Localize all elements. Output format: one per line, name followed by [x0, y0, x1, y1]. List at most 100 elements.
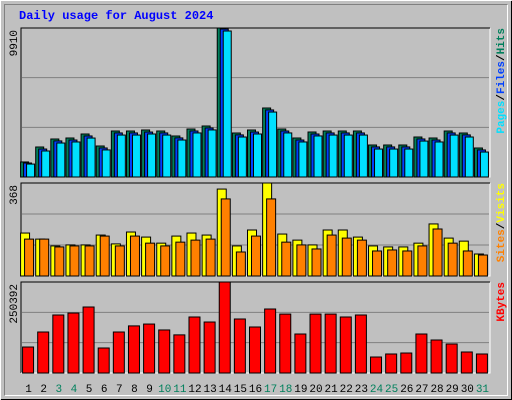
- x-tick-label: 19: [294, 384, 307, 396]
- x-tick-label: 25: [385, 384, 398, 396]
- bar: [190, 239, 201, 277]
- bar: [328, 134, 338, 178]
- bar: [235, 251, 246, 277]
- y-tick-label: 368: [9, 185, 21, 205]
- legend-entry: Hits: [496, 28, 508, 54]
- bar: [354, 314, 367, 374]
- bar: [268, 111, 278, 178]
- bar: [324, 313, 337, 374]
- bar: [188, 316, 201, 374]
- bar: [39, 238, 50, 277]
- bar: [372, 250, 383, 277]
- bar: [251, 235, 261, 277]
- legend: Pages/Files/Hits: [496, 28, 508, 134]
- bar: [279, 313, 292, 374]
- bar: [313, 135, 323, 178]
- bar: [417, 245, 428, 277]
- x-tick-label: 13: [204, 384, 217, 396]
- bar: [84, 245, 95, 277]
- bar: [158, 329, 171, 374]
- bar: [358, 134, 368, 178]
- x-tick-label: 2: [40, 384, 47, 396]
- bar: [400, 352, 413, 374]
- bar: [143, 323, 156, 374]
- bar: [266, 198, 277, 277]
- bar: [283, 132, 293, 178]
- bar: [173, 334, 186, 374]
- bar: [237, 136, 247, 178]
- bar: [129, 235, 140, 277]
- bar: [370, 356, 383, 374]
- bar: [116, 134, 126, 178]
- bar: [22, 346, 35, 374]
- bar: [404, 148, 414, 178]
- bar: [343, 134, 353, 178]
- bar: [71, 141, 81, 178]
- x-tick-label: 6: [101, 384, 108, 396]
- bar: [233, 318, 246, 374]
- x-tick-label: 16: [249, 384, 262, 396]
- bar: [445, 343, 458, 374]
- bar: [389, 148, 399, 178]
- bar: [218, 281, 231, 374]
- bar: [37, 331, 50, 374]
- x-tick-label: 30: [461, 384, 474, 396]
- x-tick-label: 29: [446, 384, 459, 396]
- bar: [253, 133, 262, 178]
- bar: [462, 250, 473, 277]
- x-tick-label: 23: [355, 384, 368, 396]
- bar: [24, 238, 35, 277]
- bar: [479, 151, 489, 178]
- x-tick-label: 8: [131, 384, 138, 396]
- legend: KBytes: [496, 282, 508, 322]
- bar: [52, 314, 65, 374]
- bar: [264, 308, 277, 374]
- bar: [339, 316, 352, 374]
- bar: [447, 242, 458, 277]
- bar: [114, 245, 125, 277]
- x-tick-label: 17: [264, 384, 277, 396]
- bar: [341, 237, 352, 277]
- chart-title: Daily usage for August 2024: [19, 9, 213, 23]
- bar: [99, 235, 110, 277]
- x-tick-label: 15: [234, 384, 247, 396]
- legend-entry: KBytes: [496, 282, 508, 322]
- bar: [112, 331, 125, 374]
- bar: [175, 241, 186, 277]
- legend-separator: /: [496, 222, 508, 229]
- bar: [298, 141, 308, 178]
- bar: [449, 134, 459, 178]
- x-tick-label: 10: [158, 384, 171, 396]
- bar: [160, 245, 171, 277]
- bar: [82, 306, 95, 374]
- legend-entry: Files: [496, 61, 508, 94]
- bar: [415, 333, 428, 374]
- x-tick-label: 4: [71, 384, 78, 396]
- bar: [220, 198, 231, 277]
- legend-entry: Visits: [496, 183, 508, 223]
- x-tick-label: 7: [116, 384, 123, 396]
- frame-inner-dark: [4, 4, 508, 396]
- bar: [249, 326, 261, 374]
- x-tick-label: 3: [56, 384, 63, 396]
- bar: [222, 30, 232, 178]
- bar: [54, 246, 65, 277]
- bar: [192, 132, 202, 178]
- bar: [127, 325, 140, 374]
- bar: [460, 351, 473, 374]
- x-tick-label: 31: [476, 384, 490, 396]
- x-tick-label: 22: [340, 384, 353, 396]
- bar: [464, 136, 474, 178]
- bar: [177, 139, 187, 178]
- x-tick-label: 28: [430, 384, 443, 396]
- bar: [326, 234, 337, 277]
- x-tick-label: 9: [146, 384, 153, 396]
- bar: [67, 312, 80, 374]
- x-tick-label: 24: [370, 384, 384, 396]
- y-tick-label: 250392: [9, 284, 21, 324]
- bar: [430, 339, 443, 374]
- bar: [387, 249, 398, 277]
- legend-separator: /: [496, 94, 508, 101]
